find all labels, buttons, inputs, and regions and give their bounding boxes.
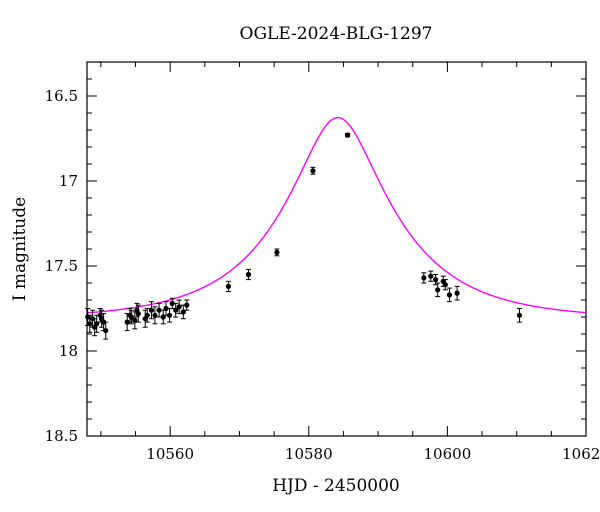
point-marker [421,275,427,281]
data-point [135,304,141,323]
data-point [245,268,252,281]
model-curve [86,116,587,314]
data-point [274,248,280,257]
point-marker [148,307,155,313]
x-tick-label: 10620 [562,445,600,463]
point-marker [156,307,162,313]
point-marker [135,311,141,317]
point-marker [124,319,130,325]
point-marker [433,277,439,283]
data-point [148,301,155,320]
data-point [184,299,190,311]
point-marker [274,249,280,255]
y-tick-label: 18.5 [45,427,78,445]
point-marker [225,283,231,289]
data-point [87,314,93,333]
data-point [516,308,523,323]
data-point [176,299,182,315]
data-point [103,321,109,340]
data-point [310,166,316,175]
x-tick-labels: 10560 10580 10600 10620 [146,445,600,463]
data-point [446,287,453,303]
point-marker [516,312,523,318]
point-marker [428,273,434,279]
y-tick-label: 17 [59,172,78,190]
data-point [128,309,134,325]
data-point [428,270,434,282]
data-point [435,282,441,298]
point-marker [173,307,179,313]
point-marker [169,300,175,306]
point-marker [144,312,150,318]
y-tick-label: 18 [59,342,78,360]
data-point [152,306,158,325]
data-point [160,309,166,325]
point-marker [454,290,460,296]
data-point [454,285,460,301]
x-axis-label: HJD - 2450000 [272,476,400,496]
point-marker [310,168,316,174]
x-tick-label: 10560 [146,445,194,463]
point-marker [163,305,169,312]
point-marker [184,302,190,308]
chart-title: OGLE-2024-BLG-1297 [240,24,433,44]
data-point [225,280,231,292]
data-point [144,308,150,323]
point-marker [128,314,134,320]
data-point [421,272,427,284]
data-points [85,132,523,340]
data-point [166,308,173,323]
data-point [173,302,179,318]
point-marker [176,304,182,310]
y-tick-labels: 16.5 17 17.5 18 18.5 [45,87,78,445]
point-marker [166,312,173,318]
x-tick-label: 10580 [285,445,333,463]
data-point [344,132,351,138]
x-tick-label: 10600 [424,445,472,463]
y-tick-label: 16.5 [45,87,78,105]
point-marker [152,312,158,318]
point-marker [446,292,453,298]
y-tick-label: 17.5 [45,257,78,275]
point-marker [87,321,93,327]
point-marker [344,132,351,138]
y-axis-label: I magnitude [10,197,30,301]
data-point [156,302,162,318]
point-marker [442,282,448,288]
point-marker [103,328,109,334]
point-marker [245,271,252,278]
point-marker [435,287,441,293]
data-point [442,279,448,291]
